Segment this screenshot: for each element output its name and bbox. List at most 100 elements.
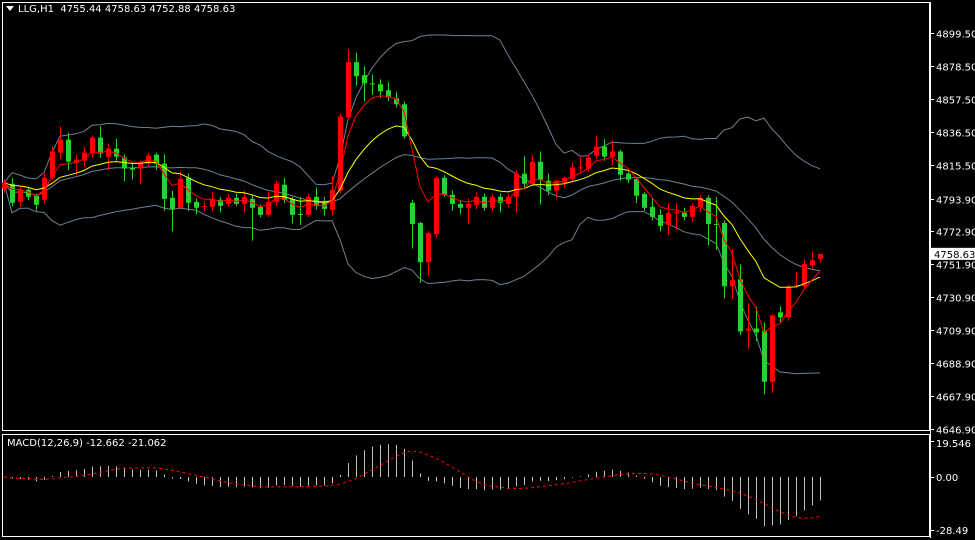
bullish-candle [18, 189, 23, 202]
bullish-candle [730, 280, 735, 287]
macd-tick-label: -28.49 [936, 526, 968, 537]
bearish-candle [354, 62, 359, 77]
bullish-candle [530, 161, 535, 184]
bearish-candle [658, 214, 663, 226]
bearish-candle [602, 146, 607, 157]
bullish-candle [226, 197, 231, 204]
bearish-candle [522, 173, 527, 184]
bullish-candle [594, 146, 599, 156]
bearish-candle [442, 177, 447, 195]
open-value: 4755.44 [60, 4, 102, 15]
macd-tick-label: 19.546 [936, 439, 971, 450]
bullish-candle [786, 286, 791, 318]
chart-header: LLG,H1 4755.44 4758.63 4752.88 4758.63 [6, 4, 235, 15]
bearish-candle [282, 184, 287, 200]
price-tick-label: 4667.90 [936, 393, 975, 404]
bearish-candle [642, 193, 647, 208]
bearish-candle [498, 196, 503, 203]
bullish-candle [178, 178, 183, 208]
bearish-candle [98, 137, 103, 154]
bullish-candle [74, 159, 79, 163]
bearish-candle [650, 206, 655, 217]
bullish-candle [506, 196, 511, 204]
bullish-candle [818, 253, 823, 259]
bullish-candle [770, 315, 775, 382]
bullish-candle [266, 201, 271, 215]
bollinger-upper-band [3, 34, 821, 186]
macd-main-value: -12.662 [86, 438, 125, 449]
bullish-candle [802, 264, 807, 287]
macd-tick-label: 0.00 [936, 473, 958, 484]
bearish-candle [154, 154, 159, 164]
bullish-candle [426, 233, 431, 263]
bullish-candle [434, 177, 439, 234]
bullish-candle [82, 152, 87, 161]
bearish-candle [754, 328, 759, 333]
price-tick-label: 4730.90 [936, 294, 975, 305]
bearish-candle [394, 98, 399, 105]
high-value: 4758.63 [104, 4, 147, 15]
bullish-candle [50, 151, 55, 178]
bearish-candle [458, 203, 463, 208]
price-tick-label: 4815.50 [936, 162, 975, 173]
slow-moving-average [3, 125, 821, 288]
bearish-candle [298, 213, 303, 215]
price-tick-label: 4836.50 [936, 129, 975, 140]
macd-panel-frame [2, 434, 930, 537]
bullish-candle [674, 212, 679, 214]
bearish-candle [162, 163, 167, 199]
price-tick-label: 4857.50 [936, 96, 975, 107]
main-panel-frame [2, 2, 930, 431]
bearish-candle [370, 83, 375, 85]
bearish-candle [410, 202, 415, 224]
bearish-candle [762, 330, 767, 382]
bearish-candle [26, 189, 31, 197]
bullish-candle [490, 196, 495, 208]
bearish-candle [290, 198, 295, 215]
bearish-candle [170, 197, 175, 209]
bollinger-lower-band [3, 182, 821, 375]
bearish-candle [546, 180, 551, 191]
bearish-candle [362, 75, 367, 84]
price-tick-label: 4772.90 [936, 228, 975, 239]
bearish-candle [114, 148, 119, 157]
bearish-candle [538, 161, 543, 180]
bullish-candle [578, 167, 583, 169]
dropdown-triangle-icon[interactable] [6, 6, 14, 11]
bearish-candle [10, 183, 15, 203]
bullish-candle [338, 116, 343, 191]
bullish-candle [554, 180, 559, 191]
bearish-candle [378, 84, 383, 92]
price-tick-label: 4751.90 [936, 261, 975, 272]
bullish-candle [514, 173, 519, 197]
bullish-candle [610, 151, 615, 157]
bullish-candle [666, 212, 671, 225]
bullish-candle [2, 182, 7, 189]
bullish-candle [690, 205, 695, 217]
price-tick-label: 4793.90 [936, 196, 975, 207]
bearish-candle [402, 104, 407, 137]
bearish-candle [634, 178, 639, 196]
macd-label: MACD(12,26,9) [7, 438, 83, 449]
bearish-candle [322, 200, 327, 209]
bearish-candle [722, 223, 727, 287]
price-tick-label: 4688.90 [936, 360, 975, 371]
bearish-candle [250, 198, 255, 208]
bullish-candle [306, 196, 311, 215]
bullish-candle [698, 197, 703, 207]
bearish-candle [122, 157, 127, 169]
bearish-candle [194, 201, 199, 208]
bullish-candle [58, 139, 63, 153]
fast-moving-average [3, 95, 821, 334]
bearish-candle [450, 194, 455, 204]
price-tick-label: 4709.90 [936, 327, 975, 338]
price-tick-label: 4646.90 [936, 426, 975, 437]
current-price-label: 4758.63 [934, 250, 975, 261]
bearish-candle [418, 223, 423, 263]
bearish-candle [34, 195, 39, 205]
bullish-candle [570, 167, 575, 179]
bearish-candle [218, 199, 223, 206]
bearish-candle [738, 279, 743, 332]
bearish-candle [714, 223, 719, 225]
